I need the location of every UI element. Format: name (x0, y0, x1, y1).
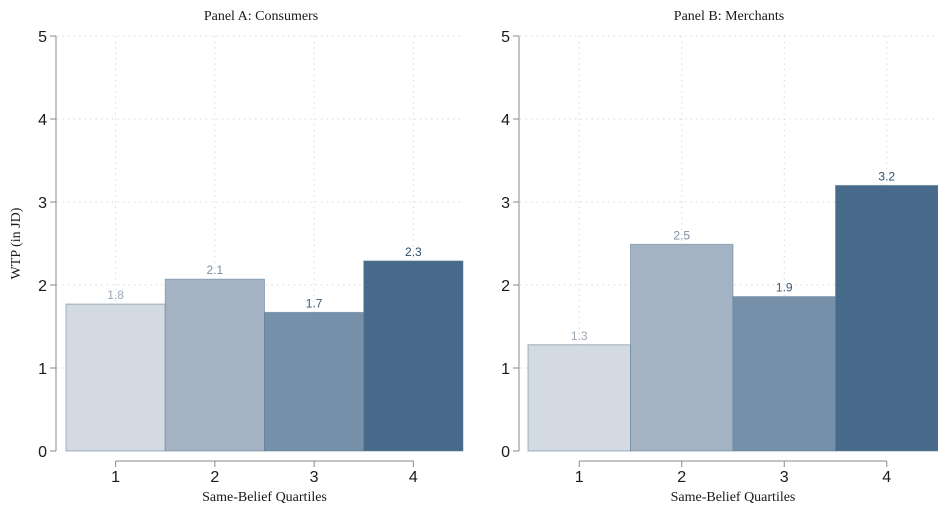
panel-b-bar-3 (733, 297, 836, 451)
panel-b-ytick-label-1: 1 (501, 361, 510, 378)
panel-b-xtick-label-2: 2 (677, 469, 686, 486)
panel-a-bar-label-4: 2.3 (405, 245, 422, 259)
panel-b-x-axis-title: Same-Belief Quartiles (671, 490, 796, 505)
panel-b-bar-2 (631, 244, 734, 451)
panel-a-bar-3 (265, 312, 364, 451)
panel-a-bar-label-3: 1.7 (306, 296, 323, 310)
panel-a-ytick-label-3: 3 (38, 195, 47, 212)
panel-b-bar-label-2: 2.5 (673, 228, 690, 242)
panel-b-ytick-label-4: 4 (501, 112, 510, 129)
panel-a-xtick-label-2: 2 (210, 469, 219, 486)
panel-b-bar-4 (836, 185, 938, 451)
panel-a-bar-label-2: 2.1 (207, 263, 224, 277)
panel-a-bar-4 (364, 261, 463, 451)
panel-a-x-axis-title: Same-Belief Quartiles (202, 490, 327, 505)
panel-b-xtick-label-1: 1 (575, 469, 584, 486)
panel-b-xtick-label-4: 4 (882, 469, 891, 486)
panel-a-title: Panel A: Consumers (204, 9, 318, 24)
panel-b-ytick-label-0: 0 (501, 444, 510, 461)
panel-a-ytick-label-4: 4 (38, 112, 47, 129)
panel-b-title: Panel B: Merchants (674, 9, 784, 24)
panel-b-bar-label-1: 1.3 (571, 329, 588, 343)
panel-b-bar-label-3: 1.9 (776, 281, 793, 295)
panel-a-ytick-label-2: 2 (38, 278, 47, 295)
panel-b-bar-1 (528, 345, 631, 451)
panel-b-ytick-label-2: 2 (501, 278, 510, 295)
panel-a-bar-label-1: 1.8 (107, 288, 124, 302)
panel-a-xtick-label-3: 3 (310, 469, 319, 486)
panel-b-ytick-label-5: 5 (501, 29, 510, 46)
panel-a-bar-2 (165, 279, 264, 451)
panel-b-bar-label-4: 3.2 (878, 169, 895, 183)
panel-b-xtick-label-3: 3 (780, 469, 789, 486)
panel-a-ytick-label-1: 1 (38, 361, 47, 378)
panel-a-ytick-label-5: 5 (38, 29, 47, 46)
panel-a-y-axis-title: WTP (in JD) (9, 207, 24, 279)
panel-a-xtick-label-4: 4 (409, 469, 418, 486)
panel-a-ytick-label-0: 0 (38, 444, 47, 461)
panel-a-xtick-label-1: 1 (111, 469, 120, 486)
panel-b-ytick-label-3: 3 (501, 195, 510, 212)
panel-a-bar-1 (66, 304, 165, 451)
